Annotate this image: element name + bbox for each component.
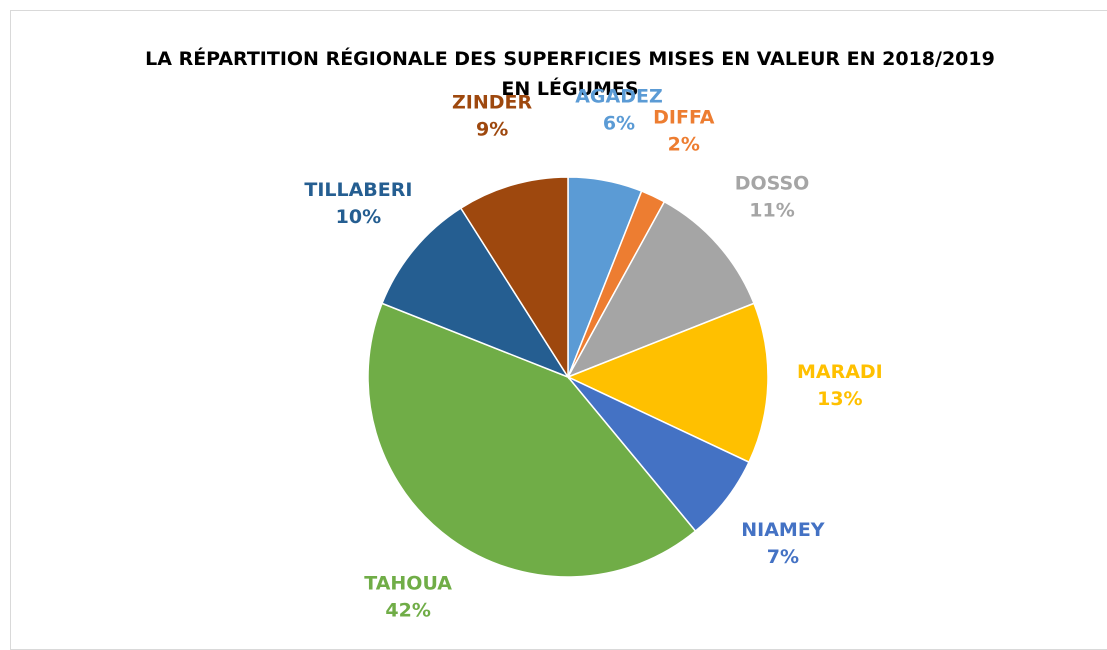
slice-value-label: 10% (336, 206, 381, 228)
slice-value-label: 11% (749, 200, 794, 222)
slice-label: MARADI (797, 361, 883, 383)
slice-value-label: 7% (767, 546, 799, 568)
slice-value-label: 13% (817, 388, 862, 410)
pie-slice (459, 176, 569, 380)
pie-slice (367, 302, 697, 578)
slice-label: DIFFA (653, 106, 715, 128)
slice-value-label: 42% (385, 600, 430, 622)
slice-label: NIAMEY (741, 519, 825, 541)
slice-label: AGADEZ (575, 85, 663, 107)
pie-slice (566, 200, 755, 379)
slice-label: TAHOUA (364, 573, 452, 595)
slice-value-label: 2% (668, 133, 700, 155)
chart: AGADEZ 6% DIFFA 2% DOSSO 11% MARADI 13% NIAMEY 7%… (304, 85, 883, 622)
page: {"chart_data": {"type": "pie", "title": … (10, 10, 1107, 650)
pie-slice (566, 302, 769, 464)
slice-label: TILLABERI (304, 179, 412, 201)
slice-label: DOSSO (735, 173, 810, 195)
pie-slice (381, 207, 570, 379)
slice-value-label: 6% (603, 112, 635, 134)
slice-value-label: 9% (476, 118, 508, 140)
chart-title: LA RÉPARTITION RÉGIONALE DES SUPERFICIES… (145, 48, 995, 100)
slice-label: ZINDER (452, 91, 532, 113)
